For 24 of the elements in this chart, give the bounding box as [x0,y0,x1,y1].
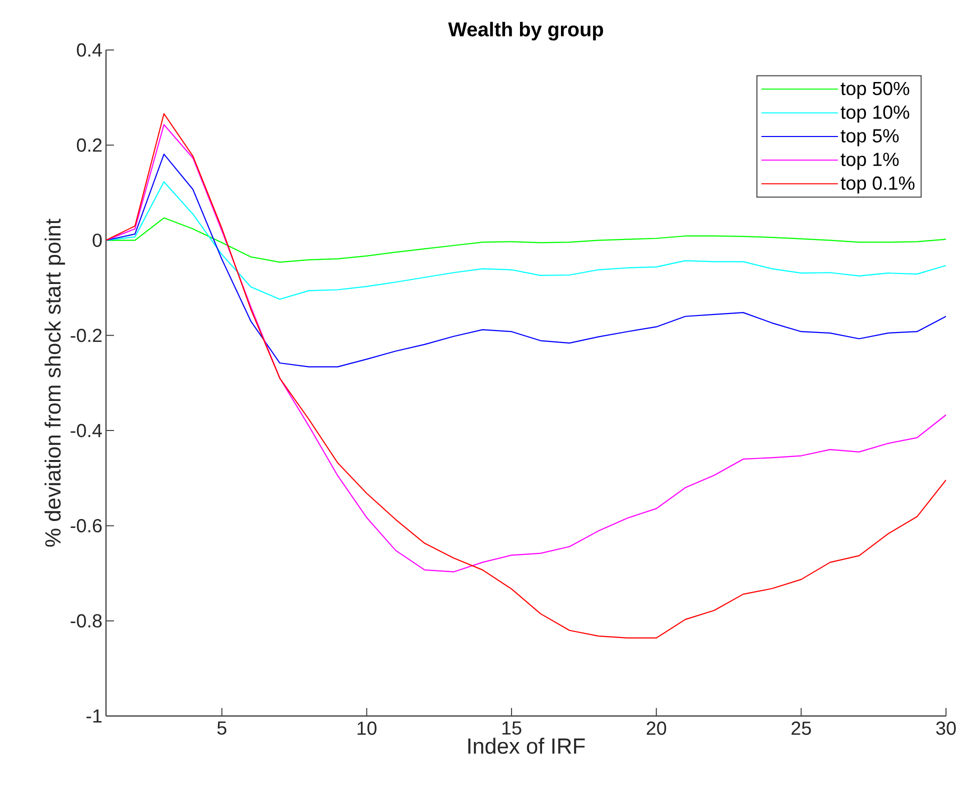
x-tick-label: 5 [217,722,226,735]
x-tick-label: 20 [646,722,666,735]
legend-label: top 10% [840,105,910,123]
y-tick-label: 0.4 [76,43,102,57]
y-tick-label: -0.2 [70,328,102,342]
y-tick-label: -0.4 [70,424,102,438]
y-tick-label: -0.6 [70,518,102,532]
x-tick-label: 10 [358,722,376,735]
chart-title: Wealth by group [448,22,604,40]
legend-label: top 1% [840,152,899,170]
line-series [106,154,946,368]
y-tick-label: -0.8 [70,614,102,628]
x-tick-label: 30 [936,722,956,735]
x-tick-label: 25 [792,722,811,735]
x-axis-title: Index of IRF [468,738,585,754]
legend-label: top 0.1% [840,176,914,194]
y-tick-label: 0 [92,234,102,247]
legend-label: top 50% [840,82,910,99]
legend-label: top 5% [840,129,899,146]
y-axis-title: % deviation from shock start point [44,218,66,547]
x-tick-label: 15 [502,722,522,735]
y-tick-label: 0.2 [76,138,102,152]
y-tick-label: -1 [86,709,102,722]
line-series [106,217,946,263]
